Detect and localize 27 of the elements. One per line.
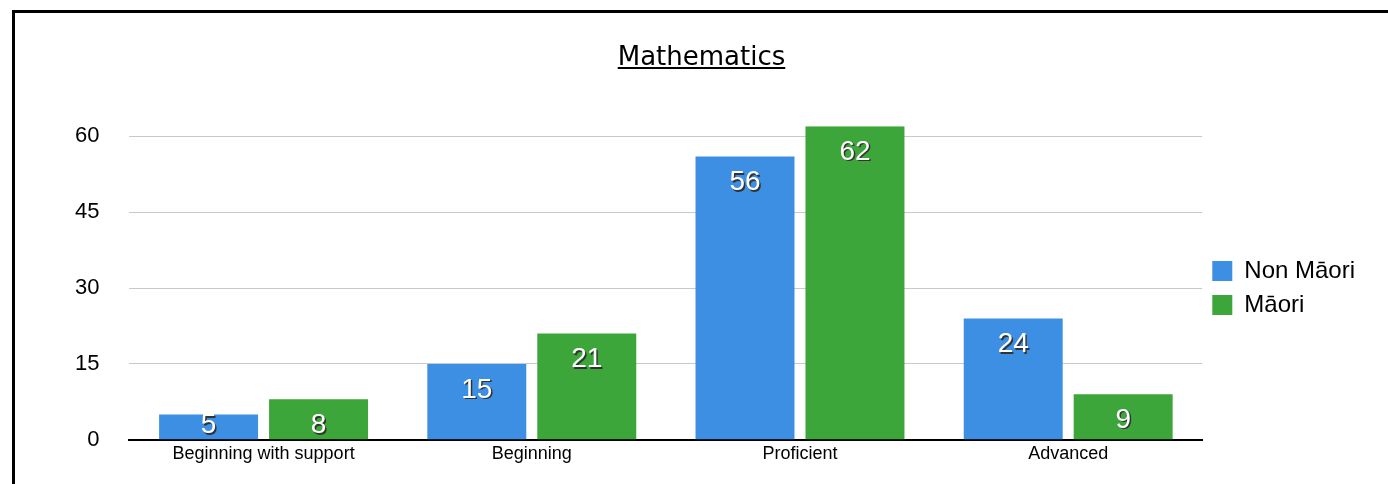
bar [805,126,905,440]
data-label: 8 [310,408,327,440]
bar [269,399,369,440]
data-label: 15 [461,372,493,404]
bar [695,156,795,440]
data-label: 56 [729,165,761,197]
y-tick-label: 30 [74,274,100,300]
x-tick-label: Proficient [762,442,838,463]
x-tick-label: Beginning with support [172,442,355,463]
bar [537,333,637,440]
y-tick-label: 0 [87,425,100,451]
data-label: 62 [839,134,871,166]
x-tick-label: Beginning [491,442,572,463]
data-label: 9 [1115,403,1131,434]
y-tick-label: 15 [74,349,100,375]
data-label: 24 [997,327,1029,359]
y-tick-label: 60 [74,122,100,148]
legend-label: Māori [1244,289,1305,317]
legend-label: Non Māori [1244,255,1356,283]
chart-title: Mathematics [616,41,787,71]
y-tick-label: 45 [74,198,100,224]
bar [427,363,527,440]
x-tick-label: Advanced [1028,442,1109,463]
data-label: 5 [200,408,217,440]
data-label: 21 [571,342,603,374]
bar [1073,394,1173,440]
bar [963,318,1063,440]
